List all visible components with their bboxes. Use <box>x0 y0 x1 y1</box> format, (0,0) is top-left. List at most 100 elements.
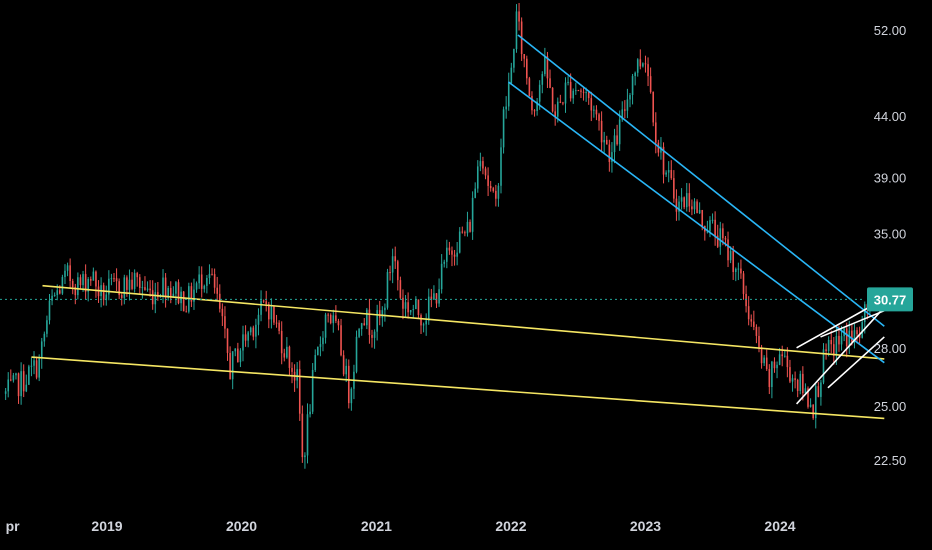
time-axis[interactable]: pr 2019 2020 2021 2022 2023 2024 <box>6 518 796 534</box>
candle-body <box>706 231 709 233</box>
candle-body <box>332 315 335 324</box>
candle-body <box>487 175 489 186</box>
candle-body <box>87 279 89 292</box>
candle-body <box>242 334 244 351</box>
candle <box>518 3 520 31</box>
candle <box>237 342 239 363</box>
candle-body <box>381 310 384 318</box>
candle-body <box>12 375 15 381</box>
candle-body <box>59 290 61 294</box>
candle-body <box>794 378 796 380</box>
candle-body <box>226 328 229 353</box>
candle-body <box>51 295 53 301</box>
candle <box>257 308 260 336</box>
candle-body <box>291 367 293 372</box>
candle-body <box>778 354 781 365</box>
x-tick-label: 2023 <box>630 518 661 534</box>
candle <box>709 216 711 238</box>
candle-body <box>77 277 79 296</box>
candle-body <box>489 185 492 189</box>
candle-body <box>74 287 77 296</box>
candle-body <box>763 357 765 364</box>
candle-body <box>753 321 755 327</box>
candle-body <box>448 247 451 251</box>
candle-body <box>804 388 807 394</box>
candle-body <box>144 287 146 290</box>
candle <box>4 387 7 400</box>
candle-body <box>208 273 211 279</box>
candle <box>789 359 791 384</box>
candle <box>626 88 629 119</box>
candle-body <box>82 274 84 286</box>
candle <box>89 276 92 286</box>
candle <box>347 359 350 409</box>
candle-body <box>355 336 358 372</box>
candle <box>755 324 758 344</box>
candle-body <box>319 344 322 347</box>
candle <box>833 337 835 365</box>
candle <box>665 170 667 177</box>
candle <box>141 280 144 299</box>
candle <box>319 336 322 357</box>
candle-body <box>848 330 851 347</box>
candle <box>554 104 556 126</box>
candle-body <box>229 352 231 380</box>
candle <box>593 105 595 118</box>
candle-body <box>716 235 719 247</box>
candle <box>691 199 693 216</box>
candle-body <box>585 92 587 94</box>
blue-upper-channel-line[interactable] <box>517 34 885 327</box>
candle <box>794 371 796 389</box>
candle <box>505 96 507 119</box>
candle <box>448 241 451 255</box>
candle-body <box>237 348 239 363</box>
white-wedge-upper-inner-line[interactable] <box>827 336 885 389</box>
candle <box>371 329 373 348</box>
candle <box>177 279 180 305</box>
candle-body <box>309 411 311 415</box>
blue-lower-channel-line[interactable] <box>507 81 885 364</box>
candle <box>291 362 293 384</box>
candle-body <box>616 135 618 145</box>
candle <box>146 281 149 292</box>
candle <box>15 372 17 380</box>
candle <box>206 275 208 294</box>
candle-body <box>203 285 206 289</box>
candle-body <box>216 287 218 294</box>
candle-body <box>536 101 538 111</box>
x-tick-label: pr <box>6 518 21 534</box>
candle <box>162 269 164 304</box>
candle <box>69 258 71 289</box>
candle-body <box>786 355 789 368</box>
candle <box>193 278 195 310</box>
candle <box>479 152 482 172</box>
candle <box>373 329 376 349</box>
candle <box>412 304 415 318</box>
candle <box>845 322 848 358</box>
candle-body <box>564 82 567 104</box>
candle <box>136 271 139 287</box>
candle-body <box>471 197 474 232</box>
candle <box>654 112 657 154</box>
candle-body <box>278 322 280 331</box>
price-axis[interactable]: 52.00 44.00 39.00 35.00 28.00 25.00 22.50 <box>874 23 907 468</box>
candle <box>817 382 820 398</box>
candle-body <box>791 378 794 382</box>
candle <box>497 183 500 207</box>
candle-body <box>342 355 345 375</box>
yellow-upper-line[interactable] <box>42 284 885 360</box>
candle <box>513 48 515 73</box>
candle <box>203 284 206 293</box>
candle-body <box>518 11 520 22</box>
candle <box>185 305 188 313</box>
candle-body <box>688 193 691 207</box>
candle <box>200 266 203 298</box>
candle <box>688 183 691 213</box>
white-wedge-lower-line[interactable] <box>795 306 885 405</box>
candle-body <box>577 90 580 92</box>
yellow-lower-line[interactable] <box>31 356 885 420</box>
white-wedge-lower-inner-line[interactable] <box>820 309 885 338</box>
candle-body <box>61 277 64 294</box>
